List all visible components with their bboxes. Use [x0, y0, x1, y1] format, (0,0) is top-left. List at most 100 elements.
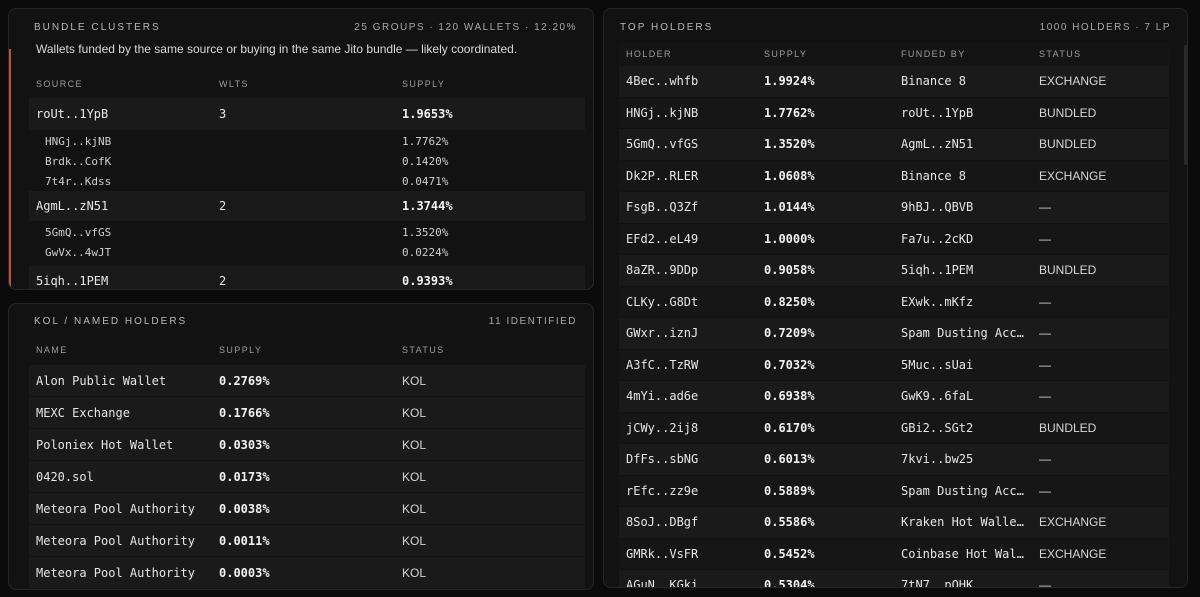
holder-row[interactable]: 4mYi..ad6e 0.6938% GwK9..6faL —: [619, 381, 1169, 412]
holder-status: BUNDLED: [1039, 137, 1097, 152]
bundle-clusters-panel: BUNDLE CLUSTERS 25 GROUPS · 120 WALLETS …: [8, 8, 594, 290]
bundle-member-row[interactable]: 7t4r..Kdss 0.0471%: [29, 171, 585, 191]
holder-address: jCWy..2ij8: [626, 420, 699, 435]
group-wallet-count: 2: [219, 199, 227, 213]
holder-address: AGuN..KGki: [626, 578, 699, 588]
holder-row[interactable]: rEfc..zz9e 0.5889% Spam Dusting Acc… —: [619, 475, 1169, 506]
col-status: STATUS: [402, 345, 445, 355]
holder-row[interactable]: AGuN..KGki 0.5304% 7tN7..pOHK —: [619, 570, 1169, 588]
top-scrollbar[interactable]: [1184, 45, 1187, 165]
kol-status: KOL: [402, 533, 427, 548]
holder-status: —: [1039, 578, 1051, 588]
kol-row[interactable]: Meteora Pool Authority 0.0038% KOL: [29, 493, 585, 524]
group-wallet-count: 3: [219, 107, 227, 121]
kol-row[interactable]: 0420.sol 0.0173% KOL: [29, 461, 585, 492]
member-supply: 0.0471%: [402, 174, 449, 188]
member-supply: 1.3520%: [402, 225, 449, 239]
bundle-member-row[interactable]: 5GmQ..vfGS 1.3520%: [29, 222, 585, 242]
holder-row[interactable]: GMRk..VsFR 0.5452% Coinbase Hot Wal… EXCHAN…: [619, 538, 1169, 569]
top-holders-panel: TOP HOLDERS 1000 HOLDERS · 7 LP HOLDER S…: [603, 8, 1188, 588]
top-holders-table: HOLDER SUPPLY FUNDED BY STATUS 4Bec..whf…: [619, 42, 1169, 588]
holder-supply: 0.8250%: [764, 294, 815, 309]
group-source: roUt..1YpB: [36, 107, 109, 121]
holder-address: 4Bec..whfb: [626, 74, 699, 89]
kol-table: NAME SUPPLY STATUS Alon Public Wallet 0.…: [29, 339, 585, 589]
holder-address: FsgB..Q3Zf: [626, 200, 699, 215]
kol-row[interactable]: Meteora Pool Authority 0.0003% KOL: [29, 557, 585, 588]
holder-funded-by: Kraken Hot Walle…: [901, 515, 1024, 530]
holder-status: —: [1039, 231, 1051, 246]
holder-status: EXCHANGE: [1039, 546, 1107, 561]
kol-supply: 0.0173%: [219, 469, 270, 484]
kol-status: KOL: [402, 437, 427, 452]
kol-row[interactable]: Poloniex Hot Wallet 0.0303% KOL: [29, 429, 585, 460]
holder-row[interactable]: 4Bec..whfb 1.9924% Binance 8 EXCHANGE: [619, 66, 1169, 97]
holder-supply: 0.6938%: [764, 389, 815, 404]
holder-funded-by: Fa7u..2cKD: [901, 231, 974, 246]
holder-address: EFd2..eL49: [626, 231, 699, 246]
holder-status: —: [1039, 389, 1051, 404]
holder-status: EXCHANGE: [1039, 515, 1107, 530]
bundle-member-row[interactable]: GwVx..4wJT 0.0224%: [29, 242, 585, 262]
holder-status: EXCHANGE: [1039, 74, 1107, 89]
holder-supply: 0.5586%: [764, 515, 815, 530]
holder-funded-by: Coinbase Hot Wal…: [901, 546, 1024, 561]
holder-status: —: [1039, 357, 1051, 372]
kol-panel-header: KOL / NAMED HOLDERS 11 IDENTIFIED: [9, 304, 593, 338]
holder-supply: 0.7032%: [764, 357, 815, 372]
kol-name: MEXC Exchange: [36, 405, 130, 420]
holder-funded-by: Spam Dusting Acc…: [901, 326, 1024, 341]
holder-row[interactable]: jCWy..2ij8 0.6170% GBi2..SGt2 BUNDLED: [619, 412, 1169, 443]
holder-row[interactable]: 8aZR..9DDp 0.9058% 5iqh..1PEM BUNDLED: [619, 255, 1169, 286]
holder-address: 8aZR..9DDp: [626, 263, 699, 278]
holder-row[interactable]: Dk2P..RLER 1.0608% Binance 8 EXCHANGE: [619, 160, 1169, 191]
holder-supply: 0.6170%: [764, 420, 815, 435]
col-funded-by: FUNDED BY: [901, 49, 966, 59]
holder-status: —: [1039, 483, 1051, 498]
holder-address: HNGj..kjNB: [626, 105, 699, 120]
holder-row[interactable]: GWxr..iznJ 0.7209% Spam Dusting Acc… —: [619, 318, 1169, 349]
coordinated-accent-bar: [9, 49, 11, 289]
holder-status: —: [1039, 452, 1051, 467]
top-panel-header: TOP HOLDERS 1000 HOLDERS · 7 LP: [604, 9, 1187, 45]
holder-row[interactable]: EFd2..eL49 1.0000% Fa7u..2cKD —: [619, 223, 1169, 254]
holder-row[interactable]: CLKy..G8Dt 0.8250% EXwk..mKfz —: [619, 286, 1169, 317]
holder-address: GMRk..VsFR: [626, 546, 699, 561]
holder-supply: 1.3520%: [764, 137, 815, 152]
holder-supply: 1.0000%: [764, 231, 815, 246]
holder-funded-by: 7kvi..bw25: [901, 452, 974, 467]
holder-row[interactable]: 8SoJ..DBgf 0.5586% Kraken Hot Walle… EXCHAN…: [619, 507, 1169, 538]
holder-supply: 0.5452%: [764, 546, 815, 561]
kol-row[interactable]: Alon Public Wallet 0.2769% KOL: [29, 365, 585, 396]
holder-supply: 1.0608%: [764, 168, 815, 183]
holder-row[interactable]: A3fC..TzRW 0.7032% 5Muc..sUai —: [619, 349, 1169, 380]
holder-address: rEfc..zz9e: [626, 483, 699, 498]
kol-supply: 0.1766%: [219, 405, 270, 420]
bundle-member-row[interactable]: Brdk..CofK 0.1420%: [29, 151, 585, 171]
kol-name: Meteora Pool Authority: [36, 565, 195, 580]
holder-row[interactable]: 5GmQ..vfGS 1.3520% AgmL..zN51 BUNDLED: [619, 129, 1169, 160]
kol-name: Meteora Pool Authority: [36, 533, 195, 548]
holder-row[interactable]: DfFs..sbNG 0.6013% 7kvi..bw25 —: [619, 444, 1169, 475]
bundle-group-row[interactable]: AgmL..zN51 2 1.3744%: [29, 191, 585, 222]
bundle-description: Wallets funded by the same source or buy…: [36, 42, 518, 56]
holder-row[interactable]: HNGj..kjNB 1.7762% roUt..1YpB BUNDLED: [619, 97, 1169, 128]
kol-name: Poloniex Hot Wallet: [36, 437, 174, 452]
bundle-member-row[interactable]: HNGj..kjNB 1.7762%: [29, 131, 585, 151]
top-panel-title: TOP HOLDERS: [620, 21, 714, 33]
kol-row[interactable]: MEXC Exchange 0.1766% KOL: [29, 397, 585, 428]
col-name: NAME: [36, 345, 68, 355]
holder-status: EXCHANGE: [1039, 168, 1107, 183]
kol-row[interactable]: Meteora Pool Authority 0.0011% KOL: [29, 525, 585, 556]
kol-panel-title: KOL / NAMED HOLDERS: [34, 315, 188, 327]
bundle-group-row[interactable]: 5iqh..1PEM 2 0.9393%: [29, 266, 585, 289]
bundle-summary: 25 GROUPS · 120 WALLETS · 12.20%: [354, 21, 577, 33]
group-supply: 1.3744%: [402, 199, 453, 213]
holder-row[interactable]: FsgB..Q3Zf 1.0144% 9hBJ..QBVB —: [619, 192, 1169, 223]
holder-funded-by: Binance 8: [901, 168, 967, 183]
top-table-header: HOLDER SUPPLY FUNDED BY STATUS: [619, 42, 1169, 66]
holder-address: DfFs..sbNG: [626, 452, 699, 467]
col-supply: SUPPLY: [219, 345, 263, 355]
kol-name: 0420.sol: [36, 469, 94, 484]
bundle-group-row[interactable]: roUt..1YpB 3 1.9653%: [29, 98, 585, 131]
